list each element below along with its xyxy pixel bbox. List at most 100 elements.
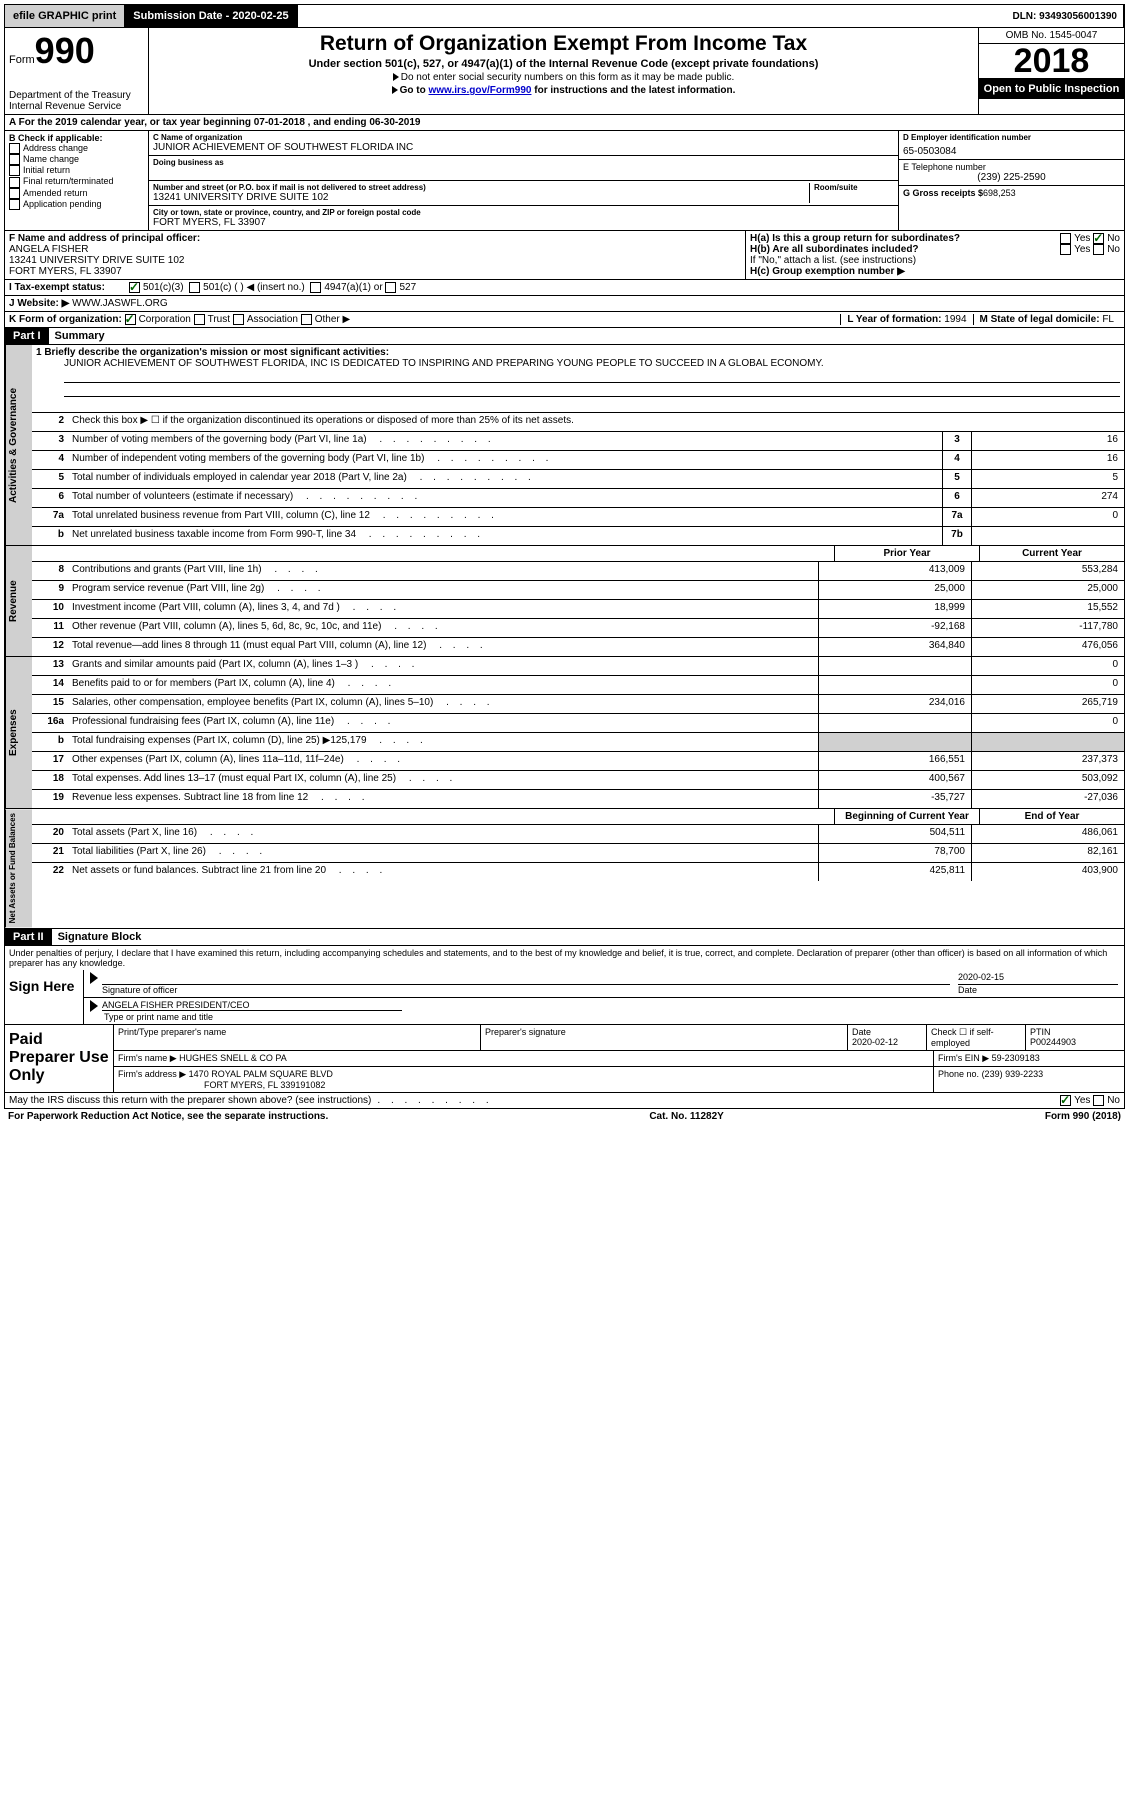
chk-other[interactable] [301,314,312,325]
firm-name: HUGHES SNELL & CO PA [179,1053,287,1063]
chk-trust[interactable] [194,314,205,325]
current-val: 237,373 [971,752,1124,770]
chk-name-change[interactable] [9,154,20,165]
line-val: 16 [971,432,1124,450]
current-val: -117,780 [971,619,1124,637]
line-box: 6 [942,489,971,507]
dept-treasury: Department of the Treasury Internal Reve… [9,90,144,112]
efile-button[interactable]: efile GRAPHIC print [5,5,125,27]
line-num: 4 [32,451,68,469]
table-row: 22 Net assets or fund balances. Subtract… [32,863,1124,881]
line-num: 15 [32,695,68,713]
triangle-icon [90,972,98,984]
chk-discuss-no[interactable] [1093,1095,1104,1106]
officer-right: H(a) Is this a group return for subordin… [746,231,1124,279]
irs-link[interactable]: www.irs.gov/Form990 [428,85,531,96]
firm-phone-label: Phone no. [938,1069,979,1079]
chk-assoc[interactable] [233,314,244,325]
table-row: b Total fundraising expenses (Part IX, c… [32,733,1124,752]
chk-501c3[interactable] [129,282,140,293]
chk-address-change[interactable] [9,143,20,154]
col-c: C Name of organization JUNIOR ACHIEVEMEN… [149,131,898,230]
table-row: 18 Total expenses. Add lines 13–17 (must… [32,771,1124,790]
prior-val: 413,009 [818,562,971,580]
opt-trust: Trust [208,314,230,325]
vtab-expenses: Expenses [5,657,32,808]
opt-other: Other ▶ [315,314,350,325]
firm-phone: (239) 939-2233 [982,1069,1044,1079]
current-val: 503,092 [971,771,1124,789]
chk-discuss-yes[interactable] [1060,1095,1071,1106]
chk-final-return[interactable] [9,177,20,188]
chk-hb-no[interactable] [1093,244,1104,255]
opt-501c3: 501(c)(3) [143,282,184,293]
vtab-netassets: Net Assets or Fund Balances [5,809,32,927]
table-row: 20 Total assets (Part X, line 16) . . . … [32,825,1124,844]
hc-label: H(c) Group exemption number ▶ [750,266,905,277]
discuss-label: May the IRS discuss this return with the… [9,1095,371,1106]
chk-amended[interactable] [9,188,20,199]
opt-527: 527 [399,282,416,293]
current-val: -27,036 [971,790,1124,808]
form-word: Form [9,54,35,66]
topbar: efile GRAPHIC print Submission Date - 20… [4,4,1125,28]
chk-initial-return[interactable] [9,165,20,176]
firm-name-label: Firm's name ▶ [118,1053,177,1063]
prior-val [818,733,971,751]
entity-grid: B Check if applicable: Address change Na… [5,131,1124,231]
line-desc: Number of voting members of the governin… [68,432,942,450]
chk-pending[interactable] [9,199,20,210]
sign-here-label: Sign Here [5,970,84,1024]
m-val: FL [1102,314,1114,325]
line-desc: Number of independent voting members of … [68,451,942,469]
officer-print-name: ANGELA FISHER PRESIDENT/CEO [102,1000,250,1010]
chk-4947[interactable] [310,282,321,293]
current-val: 82,161 [971,844,1124,862]
part2-tag: Part II [5,929,52,945]
revenue-section: Revenue Prior YearCurrent Year 8 Contrib… [5,546,1124,657]
phone-label: E Telephone number [903,162,1120,172]
addr-label: Number and street (or P.O. box if mail i… [153,183,809,192]
submission-date: Submission Date - 2020-02-25 [125,5,297,27]
line2-desc: Check this box ▶ ☐ if the organization d… [68,413,1124,431]
public-inspection: Open to Public Inspection [979,79,1124,99]
current-val: 0 [971,714,1124,732]
current-year-hdr: Current Year [979,546,1124,561]
line-num: 16a [32,714,68,732]
prep-date: 2020-02-12 [852,1037,898,1047]
line-num: 9 [32,581,68,599]
no-label: No [1107,1095,1120,1106]
chk-527[interactable] [385,282,396,293]
table-row: 6 Total number of volunteers (estimate i… [32,489,1124,508]
table-row: 19 Revenue less expenses. Subtract line … [32,790,1124,808]
line-val: 274 [971,489,1124,507]
chk-corp[interactable] [125,314,136,325]
current-val: 15,552 [971,600,1124,618]
form-org-row: K Form of organization: Corporation Trus… [5,312,1124,328]
prior-val: -92,168 [818,619,971,637]
governance-section: Activities & Governance 1 Briefly descri… [5,345,1124,546]
line-desc: Other revenue (Part VIII, column (A), li… [68,619,818,637]
chk-501c[interactable] [189,282,200,293]
no-label: No [1107,233,1120,244]
city-state-zip: FORT MYERS, FL 33907 [153,217,894,228]
form-number: 990 [35,30,95,71]
table-row: b Net unrelated business taxable income … [32,527,1124,545]
firm-ein: 59-2309183 [992,1053,1040,1063]
vtab-governance: Activities & Governance [5,345,32,545]
self-emp-hdr: Check ☐ if self-employed [927,1025,1026,1050]
line-desc: Net assets or fund balances. Subtract li… [68,863,818,881]
table-row: 13 Grants and similar amounts paid (Part… [32,657,1124,676]
ein-value: 65-0503084 [903,146,1120,157]
declaration-text: Under penalties of perjury, I declare th… [5,946,1124,970]
footer-right: Form 990 (2018) [1045,1111,1121,1122]
city-label: City or town, state or province, country… [153,208,894,217]
line-box: 7a [942,508,971,526]
table-row: 21 Total liabilities (Part X, line 26) .… [32,844,1124,863]
l-label: L Year of formation: [847,314,941,325]
discuss-row: May the IRS discuss this return with the… [5,1093,1124,1108]
sign-date: 2020-02-15 [958,972,1118,985]
chk-ha-yes[interactable] [1060,233,1071,244]
chk-hb-yes[interactable] [1060,244,1071,255]
chk-ha-no[interactable] [1093,233,1104,244]
